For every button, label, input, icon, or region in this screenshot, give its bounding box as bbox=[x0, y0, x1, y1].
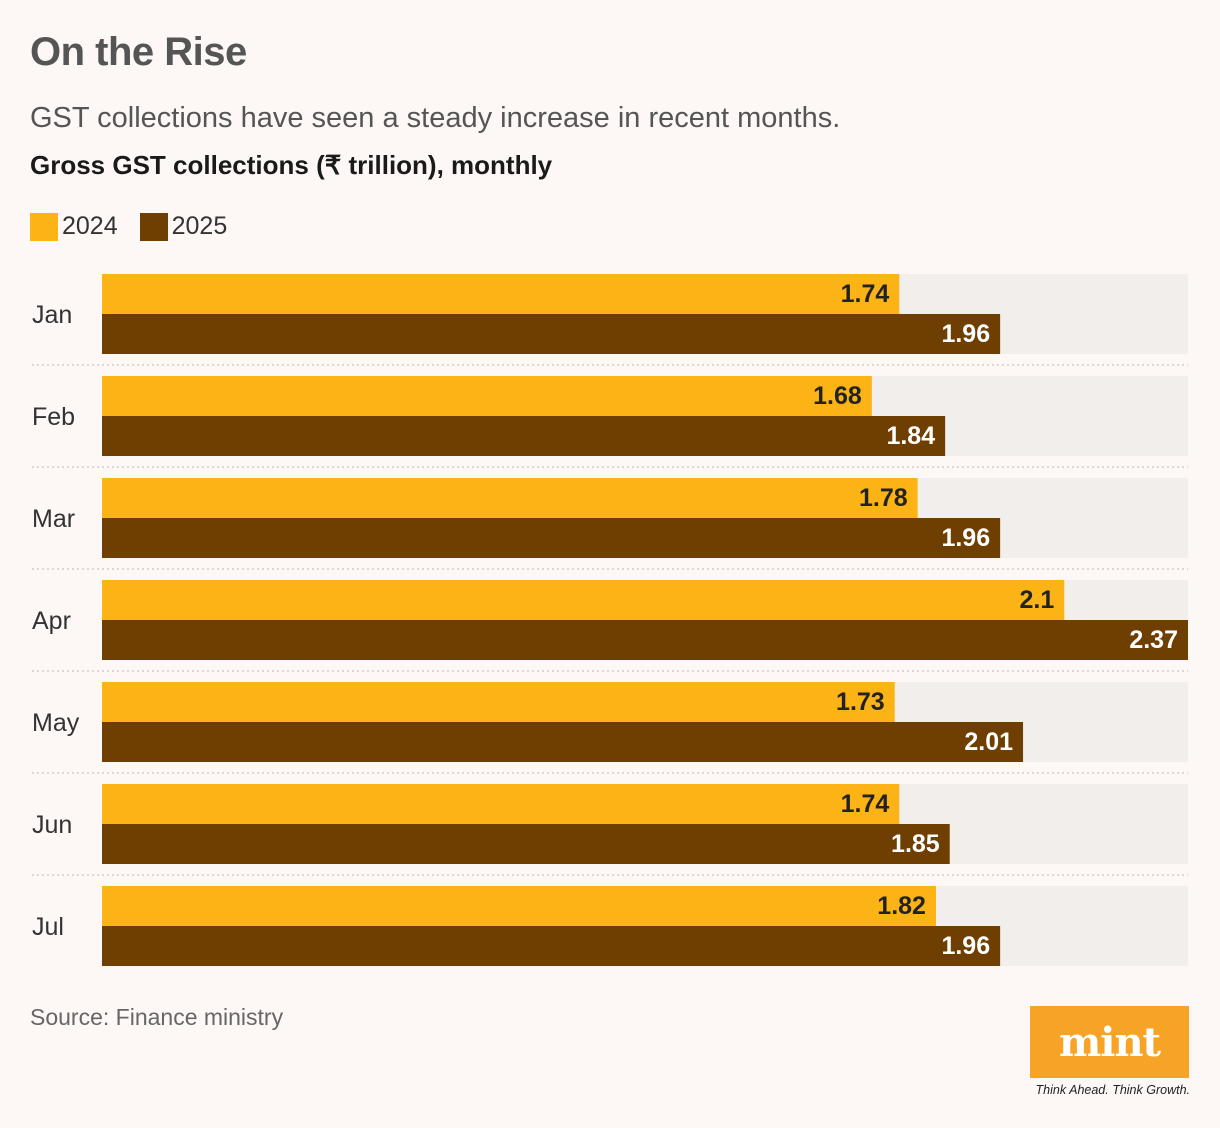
chart-title: On the Rise bbox=[30, 30, 247, 74]
chart-subtitle: GST collections have seen a steady incre… bbox=[30, 102, 841, 134]
data-label-jun-2025: 1.85 bbox=[891, 830, 940, 858]
bar-jul-2025 bbox=[102, 926, 1001, 966]
bar-jul-2024 bbox=[102, 886, 936, 926]
data-label-apr-2024: 2.1 bbox=[1020, 586, 1055, 614]
data-label-may-2024: 1.73 bbox=[836, 688, 885, 716]
logo-text: mint bbox=[1058, 1018, 1161, 1066]
bar-may-2025 bbox=[102, 722, 1024, 762]
legend-label-2025: 2025 bbox=[171, 212, 228, 240]
category-label-jan: Jan bbox=[32, 301, 72, 329]
data-label-jul-2025: 1.96 bbox=[941, 932, 990, 960]
category-label-feb: Feb bbox=[32, 403, 75, 431]
data-label-feb-2025: 1.84 bbox=[886, 422, 935, 450]
bar-mar-2024 bbox=[102, 478, 918, 518]
data-label-may-2025: 2.01 bbox=[964, 728, 1013, 756]
mint-logo: mint bbox=[1030, 1006, 1189, 1078]
bar-jun-2024 bbox=[102, 784, 900, 824]
bar-apr-2025 bbox=[102, 620, 1188, 660]
category-label-mar: Mar bbox=[32, 505, 75, 533]
data-label-mar-2025: 1.96 bbox=[941, 524, 990, 552]
logo-tagline: Think Ahead. Think Growth. bbox=[1035, 1083, 1190, 1097]
source-note: Source: Finance ministry bbox=[30, 1004, 284, 1030]
category-label-apr: Apr bbox=[32, 607, 71, 635]
category-label-jul: Jul bbox=[32, 913, 64, 941]
bar-feb-2025 bbox=[102, 416, 946, 456]
legend-swatch-2024 bbox=[30, 212, 58, 241]
bar-may-2024 bbox=[102, 682, 895, 722]
legend: 2024 2025 bbox=[30, 212, 249, 241]
bar-jan-2024 bbox=[102, 274, 900, 314]
bar-jan-2025 bbox=[102, 314, 1001, 354]
bar-apr-2024 bbox=[102, 580, 1065, 620]
data-label-feb-2024: 1.68 bbox=[813, 382, 862, 410]
bar-feb-2024 bbox=[102, 376, 872, 416]
category-label-may: May bbox=[32, 709, 80, 737]
data-label-jul-2024: 1.82 bbox=[877, 892, 926, 920]
category-label-jun: Jun bbox=[32, 811, 72, 839]
legend-item-2024: 2024 bbox=[30, 212, 118, 241]
data-label-apr-2025: 2.37 bbox=[1129, 626, 1178, 654]
bar-mar-2025 bbox=[102, 518, 1001, 558]
data-label-mar-2024: 1.78 bbox=[859, 484, 908, 512]
data-label-jan-2024: 1.74 bbox=[841, 280, 890, 308]
data-label-jun-2024: 1.74 bbox=[841, 790, 890, 818]
legend-item-2025: 2025 bbox=[139, 212, 228, 241]
legend-label-2024: 2024 bbox=[62, 212, 118, 240]
bar-chart: Jan 1.74 1.96 Feb 1.68 1.84 Mar 1.78 1.96 Apr 2.1 2… bbox=[32, 274, 1188, 966]
legend-swatch-2025 bbox=[139, 212, 168, 241]
chart-measure-label: Gross GST collections (₹ trillion), mont… bbox=[30, 150, 553, 180]
bar-jun-2025 bbox=[102, 824, 950, 864]
data-label-jan-2025: 1.96 bbox=[941, 320, 990, 348]
